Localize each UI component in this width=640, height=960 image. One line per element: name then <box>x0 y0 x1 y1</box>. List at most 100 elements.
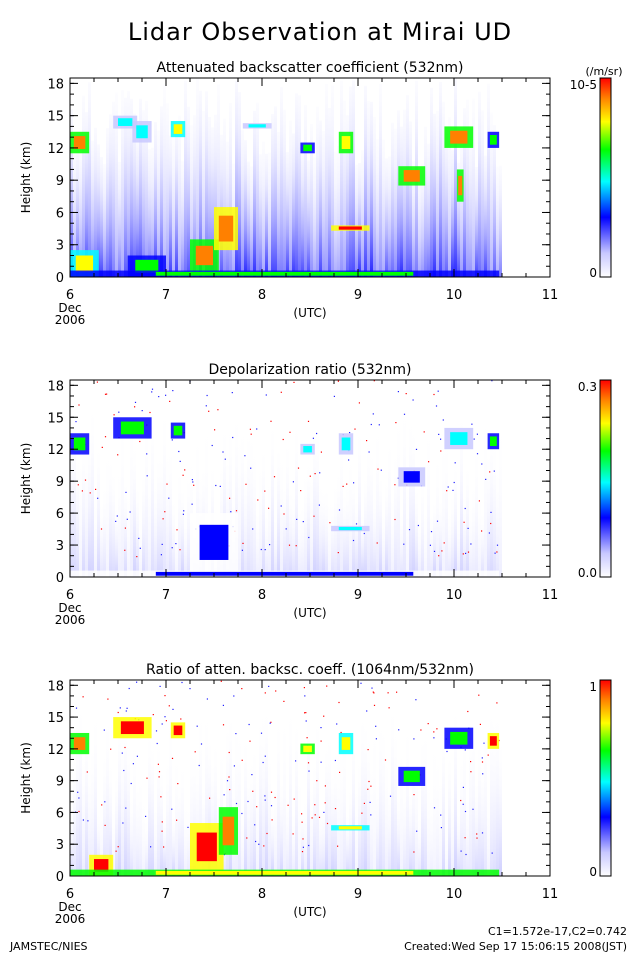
noise-dot <box>224 458 226 460</box>
signal-column <box>262 700 265 876</box>
signal-column <box>472 712 475 876</box>
noise-dot <box>370 423 372 426</box>
noise-dot <box>361 812 363 814</box>
signal-column <box>415 748 418 876</box>
noise-dot <box>235 510 238 512</box>
layer-core <box>403 471 420 483</box>
noise-dot <box>338 701 340 704</box>
noise-dot <box>269 722 271 724</box>
signal-column <box>445 433 448 577</box>
noise-dot <box>208 410 210 412</box>
noise-dot <box>250 467 252 469</box>
signal-column <box>343 728 346 876</box>
signal-column <box>292 133 295 277</box>
noise-dot <box>241 812 243 815</box>
signal-column <box>136 481 139 577</box>
signal-column <box>445 816 448 876</box>
signal-column <box>439 82 442 277</box>
signal-column <box>400 126 403 277</box>
signal-column <box>70 109 73 277</box>
noise-dot <box>150 846 152 848</box>
noise-dot <box>433 550 436 552</box>
noise-dot <box>193 484 195 486</box>
signal-column <box>397 795 400 876</box>
noise-dot <box>176 819 178 821</box>
signal-column <box>424 126 427 277</box>
noise-dot <box>467 527 469 529</box>
signal-column <box>343 488 346 577</box>
signal-column <box>145 414 148 577</box>
signal-column <box>145 816 148 876</box>
noise-dot <box>435 405 438 407</box>
noise-dot <box>205 405 207 407</box>
noise-dot <box>257 499 259 501</box>
signal-column <box>406 95 409 277</box>
y-tick-label: 12 <box>47 142 64 157</box>
signal-column <box>241 797 244 876</box>
signal-column <box>262 141 265 277</box>
signal-column <box>484 403 487 577</box>
signal-column <box>259 456 262 577</box>
noise-dot <box>228 751 230 754</box>
signal-column <box>478 91 481 277</box>
noise-dot <box>126 518 128 520</box>
noise-dot <box>232 436 234 439</box>
noise-dot <box>358 402 360 404</box>
noise-dot <box>264 692 266 694</box>
signal-column <box>187 106 190 277</box>
noise-dot <box>176 529 178 531</box>
signal-column <box>211 127 214 277</box>
noise-dot <box>403 413 406 415</box>
noise-dot <box>146 475 148 477</box>
noise-dot <box>151 391 153 393</box>
noise-dot <box>151 388 154 390</box>
x-tick-label: 9 <box>354 288 362 303</box>
colorbar-unit: (/m/sr) <box>586 65 623 78</box>
signal-column <box>364 85 367 277</box>
signal-column <box>400 509 403 577</box>
y-tick-label: 0 <box>56 571 64 586</box>
signal-column <box>391 701 394 876</box>
signal-column <box>94 496 97 577</box>
signal-column <box>286 789 289 876</box>
noise-dot <box>233 765 235 767</box>
x-axis-label: (UTC) <box>293 606 326 620</box>
noise-dot <box>289 431 291 433</box>
noise-dot <box>160 796 162 798</box>
signal-column <box>310 124 313 277</box>
colorbar <box>599 679 612 877</box>
signal-column <box>109 453 112 577</box>
noise-dot <box>463 521 465 523</box>
noise-dot <box>496 702 498 704</box>
signal-column <box>352 80 355 277</box>
noise-dot <box>398 729 400 731</box>
noise-dot <box>223 794 225 796</box>
noise-dot <box>78 404 80 406</box>
signal-column <box>328 107 331 277</box>
noise-dot <box>75 421 77 423</box>
signal-column <box>427 143 430 277</box>
signal-column <box>406 719 409 876</box>
noise-dot <box>295 545 297 547</box>
signal-column <box>331 769 334 876</box>
noise-dot <box>250 433 252 435</box>
signal-column <box>82 434 85 577</box>
noise-dot <box>245 483 247 485</box>
noise-dot <box>187 826 189 828</box>
y-tick-label: 3 <box>56 539 64 554</box>
noise-dot <box>255 840 257 843</box>
layer-core <box>338 526 362 531</box>
signal-column <box>406 480 409 577</box>
noise-dot <box>388 707 390 709</box>
signal-column <box>181 485 184 577</box>
signal-column <box>475 777 478 876</box>
signal-column <box>466 461 469 577</box>
noise-dot <box>476 833 478 835</box>
signal-column <box>250 426 253 577</box>
signal-column <box>238 92 241 277</box>
signal-column <box>469 499 472 577</box>
x-tick-label: 8 <box>258 588 266 603</box>
signal-column <box>91 400 94 577</box>
signal-column <box>76 711 79 876</box>
noise-dot <box>429 544 431 546</box>
